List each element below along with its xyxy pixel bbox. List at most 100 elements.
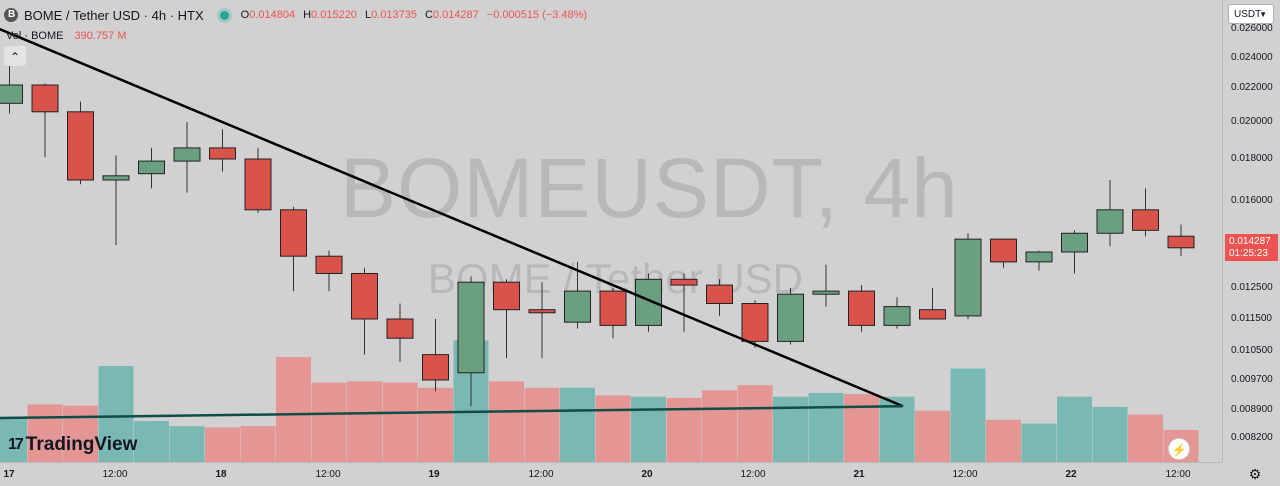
tradingview-logo[interactable]: 17 TradingView (8, 434, 137, 456)
time-tick: 22 (1065, 469, 1077, 480)
candle-body (422, 354, 449, 381)
last-price-tag: 0.014287 01:25:23 (1225, 234, 1278, 261)
volume-bar (915, 410, 950, 462)
ohlc-open: O0.014804 (240, 9, 296, 21)
candle (1025, 250, 1053, 271)
volume-bar (311, 382, 347, 462)
currency-select[interactable]: USDT ▼ (1228, 4, 1274, 24)
last-price: 0.014287 (1229, 236, 1271, 247)
candle (706, 279, 733, 316)
bome-coin-icon (4, 8, 18, 22)
price-tick: 0.026000 (1231, 23, 1273, 34)
volume-label[interactable]: Vol · BOME (6, 30, 64, 42)
volume-bar (808, 392, 844, 462)
chart-area[interactable]: BOMEUSDT, 4h BOME / Tether USD (0, 0, 1222, 462)
candle (848, 285, 875, 332)
time-tick: 12:00 (740, 469, 766, 480)
candle (493, 279, 520, 359)
time-tick: 18 (215, 469, 227, 480)
candle (0, 65, 23, 114)
candle (67, 101, 94, 185)
price-tick: 0.008200 (1231, 432, 1273, 443)
candle-body (1132, 209, 1159, 231)
candle (528, 282, 556, 359)
volume-bar (1128, 414, 1163, 462)
candle (670, 273, 698, 332)
volume-bar (737, 385, 773, 462)
candle (777, 288, 804, 345)
time-tick: 12:00 (952, 469, 978, 480)
volume-bar (631, 396, 666, 462)
candle (31, 83, 59, 158)
volume-bar (276, 357, 311, 462)
candle-body (812, 290, 840, 295)
candle-body (919, 309, 946, 320)
time-tick: 12:00 (102, 469, 128, 480)
ohlc-high: H0.015220 (303, 9, 357, 21)
candle-body (386, 318, 414, 339)
candle-body (351, 273, 378, 320)
candle (351, 267, 378, 355)
price-tick: 0.020000 (1231, 116, 1273, 127)
candle-body (67, 111, 94, 181)
volume-bar (489, 381, 524, 462)
time-tick: 20 (641, 469, 653, 480)
candle (1132, 188, 1159, 237)
volume-bar (98, 366, 134, 462)
time-tick: 12:00 (1165, 469, 1191, 480)
volume-bar (382, 382, 418, 462)
chevron-down-icon: ▼ (1259, 10, 1267, 19)
candle-body (173, 147, 201, 162)
candle-body (777, 293, 804, 342)
candle-body (848, 290, 875, 326)
time-tick: 12:00 (315, 469, 341, 480)
candle (315, 250, 343, 292)
flash-icon[interactable]: ⚡ (1168, 438, 1190, 460)
candle (990, 238, 1017, 268)
price-tick: 0.024000 (1231, 52, 1273, 63)
price-axis[interactable]: 0.026000 0.024000 0.022000 0.020000 0.018000… (1222, 0, 1280, 462)
candle-body (280, 209, 307, 257)
candle-body (1096, 209, 1124, 234)
symbol-title[interactable]: BOME / Tether USD · 4h · HTX (24, 7, 204, 23)
candle-body (457, 281, 485, 374)
market-open-icon (219, 10, 229, 20)
price-tick: 0.010500 (1231, 345, 1273, 356)
candle (457, 276, 485, 407)
candle-body (0, 84, 23, 104)
candle (244, 147, 272, 213)
settings-gear-icon[interactable]: ⚙ (1248, 466, 1262, 482)
currency-select-value: USDT (1234, 9, 1262, 20)
time-axis[interactable]: 17 12:00 18 12:00 19 12:00 20 12:00 21 12:00 22 12:… (0, 462, 1222, 486)
collapse-legend-button[interactable]: ⌃ (4, 46, 26, 66)
candle-body (209, 147, 236, 160)
volume-bar (27, 404, 63, 462)
volume-bar (134, 421, 169, 462)
candle (1096, 180, 1124, 247)
candle-body (670, 278, 698, 286)
price-tick: 0.011500 (1231, 313, 1272, 324)
candle-body (564, 290, 591, 323)
candle (812, 264, 840, 307)
candle (386, 303, 414, 362)
candlestick-chart (0, 27, 1199, 462)
candle-body (1061, 232, 1088, 253)
volume-bar (1057, 396, 1092, 462)
volume-bar (844, 394, 879, 462)
candle-body (883, 306, 911, 326)
candle (1061, 230, 1088, 274)
volume-bar (595, 395, 631, 462)
volume-bar (950, 368, 986, 462)
volume-bar (1021, 423, 1057, 462)
volume-bar (418, 387, 453, 462)
volume-bar (524, 387, 560, 462)
volume-bar (0, 417, 27, 462)
bar-countdown: 01:25:23 (1229, 248, 1268, 259)
candle (102, 155, 130, 245)
price-tick: 0.022000 (1231, 82, 1273, 93)
watermark-symbol: BOMEUSDT, 4h (340, 141, 959, 235)
candle (280, 206, 307, 292)
volume-bar (1092, 406, 1128, 462)
candle (1167, 224, 1195, 257)
candle (138, 147, 165, 189)
